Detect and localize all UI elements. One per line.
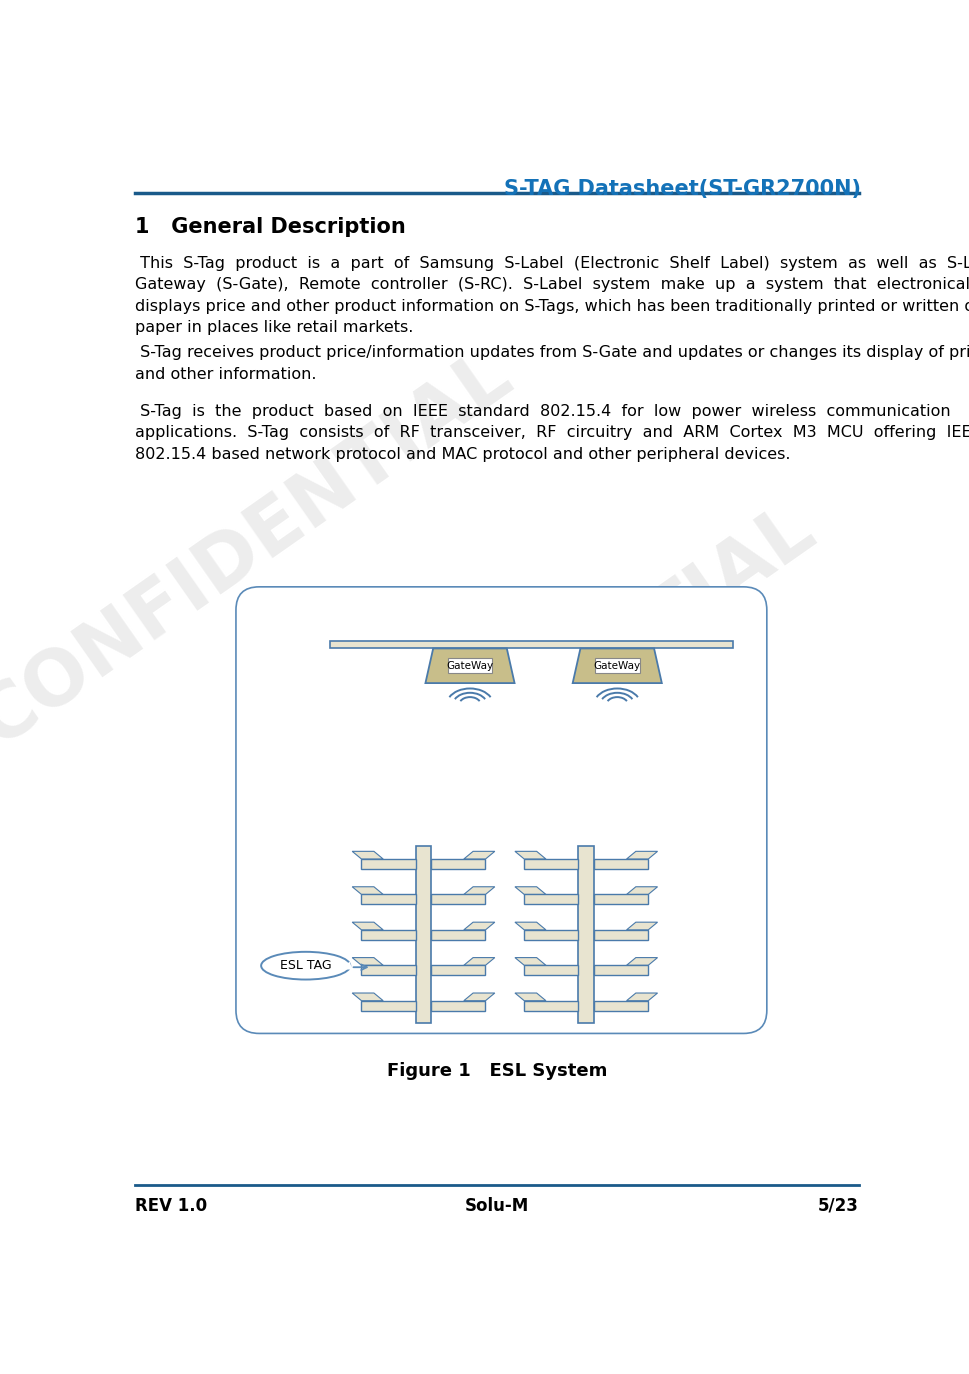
- Polygon shape: [626, 958, 657, 966]
- Text: Figure 1   ESL System: Figure 1 ESL System: [387, 1062, 607, 1080]
- Text: REV 1.0: REV 1.0: [135, 1197, 207, 1215]
- Text: ESL TAG: ESL TAG: [280, 959, 331, 973]
- Polygon shape: [463, 852, 494, 859]
- Bar: [431, 966, 485, 976]
- Polygon shape: [352, 886, 383, 894]
- Polygon shape: [425, 649, 514, 683]
- Bar: [523, 966, 578, 976]
- Polygon shape: [463, 886, 494, 894]
- Polygon shape: [626, 852, 657, 859]
- Text: displays price and other product information on S-Tags, which has been tradition: displays price and other product informa…: [135, 300, 969, 313]
- Bar: [593, 894, 647, 904]
- Bar: [361, 859, 416, 868]
- Bar: [431, 894, 485, 904]
- Polygon shape: [515, 886, 546, 894]
- Bar: [361, 894, 416, 904]
- Text: paper in places like retail markets.: paper in places like retail markets.: [135, 320, 413, 335]
- Text: GateWay: GateWay: [446, 661, 493, 671]
- Polygon shape: [352, 993, 383, 1000]
- Bar: [523, 894, 578, 904]
- Text: This  S-Tag  product  is  a  part  of  Samsung  S-Label  (Electronic  Shelf  Lab: This S-Tag product is a part of Samsung …: [135, 256, 969, 271]
- Text: and other information.: and other information.: [135, 367, 316, 382]
- Bar: [431, 859, 485, 868]
- Bar: [593, 930, 647, 940]
- Polygon shape: [463, 993, 494, 1000]
- Bar: [593, 1000, 647, 1011]
- Text: applications.  S-Tag  consists  of  RF  transceiver,  RF  circuitry  and  ARM  C: applications. S-Tag consists of RF trans…: [135, 425, 969, 440]
- Polygon shape: [626, 922, 657, 930]
- Polygon shape: [352, 922, 383, 930]
- Polygon shape: [515, 958, 546, 966]
- Bar: [361, 930, 416, 940]
- Text: CONFIDENTIAL: CONFIDENTIAL: [266, 492, 828, 915]
- Text: CONFIDENTIAL: CONFIDENTIAL: [0, 338, 525, 761]
- Bar: [593, 859, 647, 868]
- FancyBboxPatch shape: [235, 587, 766, 1033]
- Text: 802.15.4 based network protocol and MAC protocol and other peripheral devices.: 802.15.4 based network protocol and MAC …: [135, 447, 790, 462]
- Polygon shape: [572, 649, 661, 683]
- Polygon shape: [352, 958, 383, 966]
- Text: Solu-M: Solu-M: [464, 1197, 529, 1215]
- Bar: [578, 846, 593, 1024]
- Polygon shape: [515, 852, 546, 859]
- Bar: [523, 1000, 578, 1011]
- Polygon shape: [515, 993, 546, 1000]
- Bar: [330, 640, 733, 649]
- FancyBboxPatch shape: [447, 658, 492, 673]
- Text: S-Tag  is  the  product  based  on  IEEE  standard  802.15.4  for  low  power  w: S-Tag is the product based on IEEE stand…: [135, 404, 950, 419]
- Polygon shape: [463, 922, 494, 930]
- Text: S-Tag receives product price/information updates from S-Gate and updates or chan: S-Tag receives product price/information…: [135, 345, 969, 360]
- Bar: [523, 859, 578, 868]
- Polygon shape: [515, 922, 546, 930]
- Text: 1   General Description: 1 General Description: [135, 217, 406, 238]
- Text: S-TAG Datasheet(ST-GR2700N): S-TAG Datasheet(ST-GR2700N): [504, 179, 860, 199]
- Polygon shape: [626, 886, 657, 894]
- Polygon shape: [463, 958, 494, 966]
- Polygon shape: [336, 962, 352, 970]
- FancyBboxPatch shape: [594, 658, 640, 673]
- Text: GateWay: GateWay: [593, 661, 641, 671]
- Bar: [431, 930, 485, 940]
- Ellipse shape: [261, 952, 350, 980]
- Bar: [523, 930, 578, 940]
- Text: 5/23: 5/23: [817, 1197, 859, 1215]
- Bar: [416, 846, 431, 1024]
- Bar: [361, 1000, 416, 1011]
- Bar: [361, 966, 416, 976]
- Polygon shape: [626, 993, 657, 1000]
- Bar: [431, 1000, 485, 1011]
- Text: Gateway  (S-Gate),  Remote  controller  (S-RC).  S-Label  system  make  up  a  s: Gateway (S-Gate), Remote controller (S-R…: [135, 278, 969, 293]
- Polygon shape: [352, 852, 383, 859]
- Bar: [593, 966, 647, 976]
